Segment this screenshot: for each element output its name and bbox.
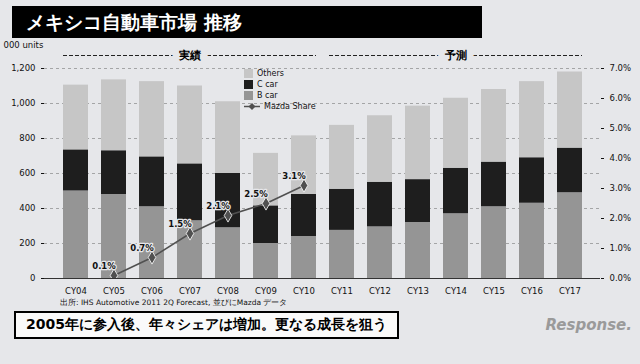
svg-text:200: 200 <box>19 238 35 248</box>
svg-text:0: 0 <box>30 273 35 283</box>
svg-text:1.0%: 1.0% <box>610 243 632 253</box>
svg-text:CY12: CY12 <box>369 286 391 296</box>
svg-text:7.0%: 7.0% <box>610 63 632 73</box>
svg-text:CY07: CY07 <box>179 286 201 296</box>
svg-text:6.0%: 6.0% <box>610 93 632 103</box>
svg-text:CY05: CY05 <box>103 286 125 296</box>
svg-text:2.1%: 2.1% <box>206 201 230 211</box>
svg-text:000 units: 000 units <box>4 40 44 50</box>
svg-text:CY13: CY13 <box>407 286 429 296</box>
svg-text:CY10: CY10 <box>293 286 315 296</box>
html-text:Others: Others <box>257 69 284 78</box>
svg-text:CY16: CY16 <box>521 286 543 296</box>
html-text:2005年に参入後、年々シェアは増加。更なる成長を狙う: 2005年に参入後、年々シェアは増加。更なる成長を狙う <box>26 316 387 332</box>
svg-text:CY15: CY15 <box>483 286 505 296</box>
svg-text:400: 400 <box>19 203 35 213</box>
svg-text:実績: 実績 <box>178 49 201 62</box>
svg-text:800: 800 <box>19 133 35 143</box>
html-text:C car: C car <box>257 80 278 89</box>
svg-text:CY04: CY04 <box>65 286 87 296</box>
svg-text:0.0%: 0.0% <box>610 273 632 283</box>
svg-text:0.1%: 0.1% <box>92 261 116 271</box>
html-text:Mazda Share: Mazda Share <box>264 102 316 111</box>
svg-text:予測: 予測 <box>444 49 467 62</box>
svg-text:CY17: CY17 <box>559 286 581 296</box>
svg-text:3.1%: 3.1% <box>282 171 306 181</box>
svg-text:2.0%: 2.0% <box>610 213 632 223</box>
svg-text:CY08: CY08 <box>217 286 239 296</box>
svg-text:0.7%: 0.7% <box>130 243 154 253</box>
svg-text:1,200: 1,200 <box>11 63 35 73</box>
svg-text:CY06: CY06 <box>141 286 163 296</box>
svg-text:CY14: CY14 <box>445 286 467 296</box>
html-text:B car: B car <box>257 91 278 100</box>
svg-text:CY09: CY09 <box>255 286 277 296</box>
svg-text:5.0%: 5.0% <box>610 123 632 133</box>
svg-text:4.0%: 4.0% <box>610 153 632 163</box>
svg-text:CY11: CY11 <box>331 286 353 296</box>
html-text:Response.: Response. <box>545 316 632 334</box>
svg-text:3.0%: 3.0% <box>610 183 632 193</box>
html-text:出所: IHS Automotive 2011 2Q For: 出所: IHS Automotive 2011 2Q Forecast, 並びに… <box>60 298 288 307</box>
svg-text:2.5%: 2.5% <box>244 189 268 199</box>
svg-text:600: 600 <box>19 168 35 178</box>
svg-text:1.5%: 1.5% <box>168 219 192 229</box>
svg-text:1,000: 1,000 <box>11 98 35 108</box>
html-text:メキシコ自動車市場 推移: メキシコ自動車市場 推移 <box>26 11 242 33</box>
